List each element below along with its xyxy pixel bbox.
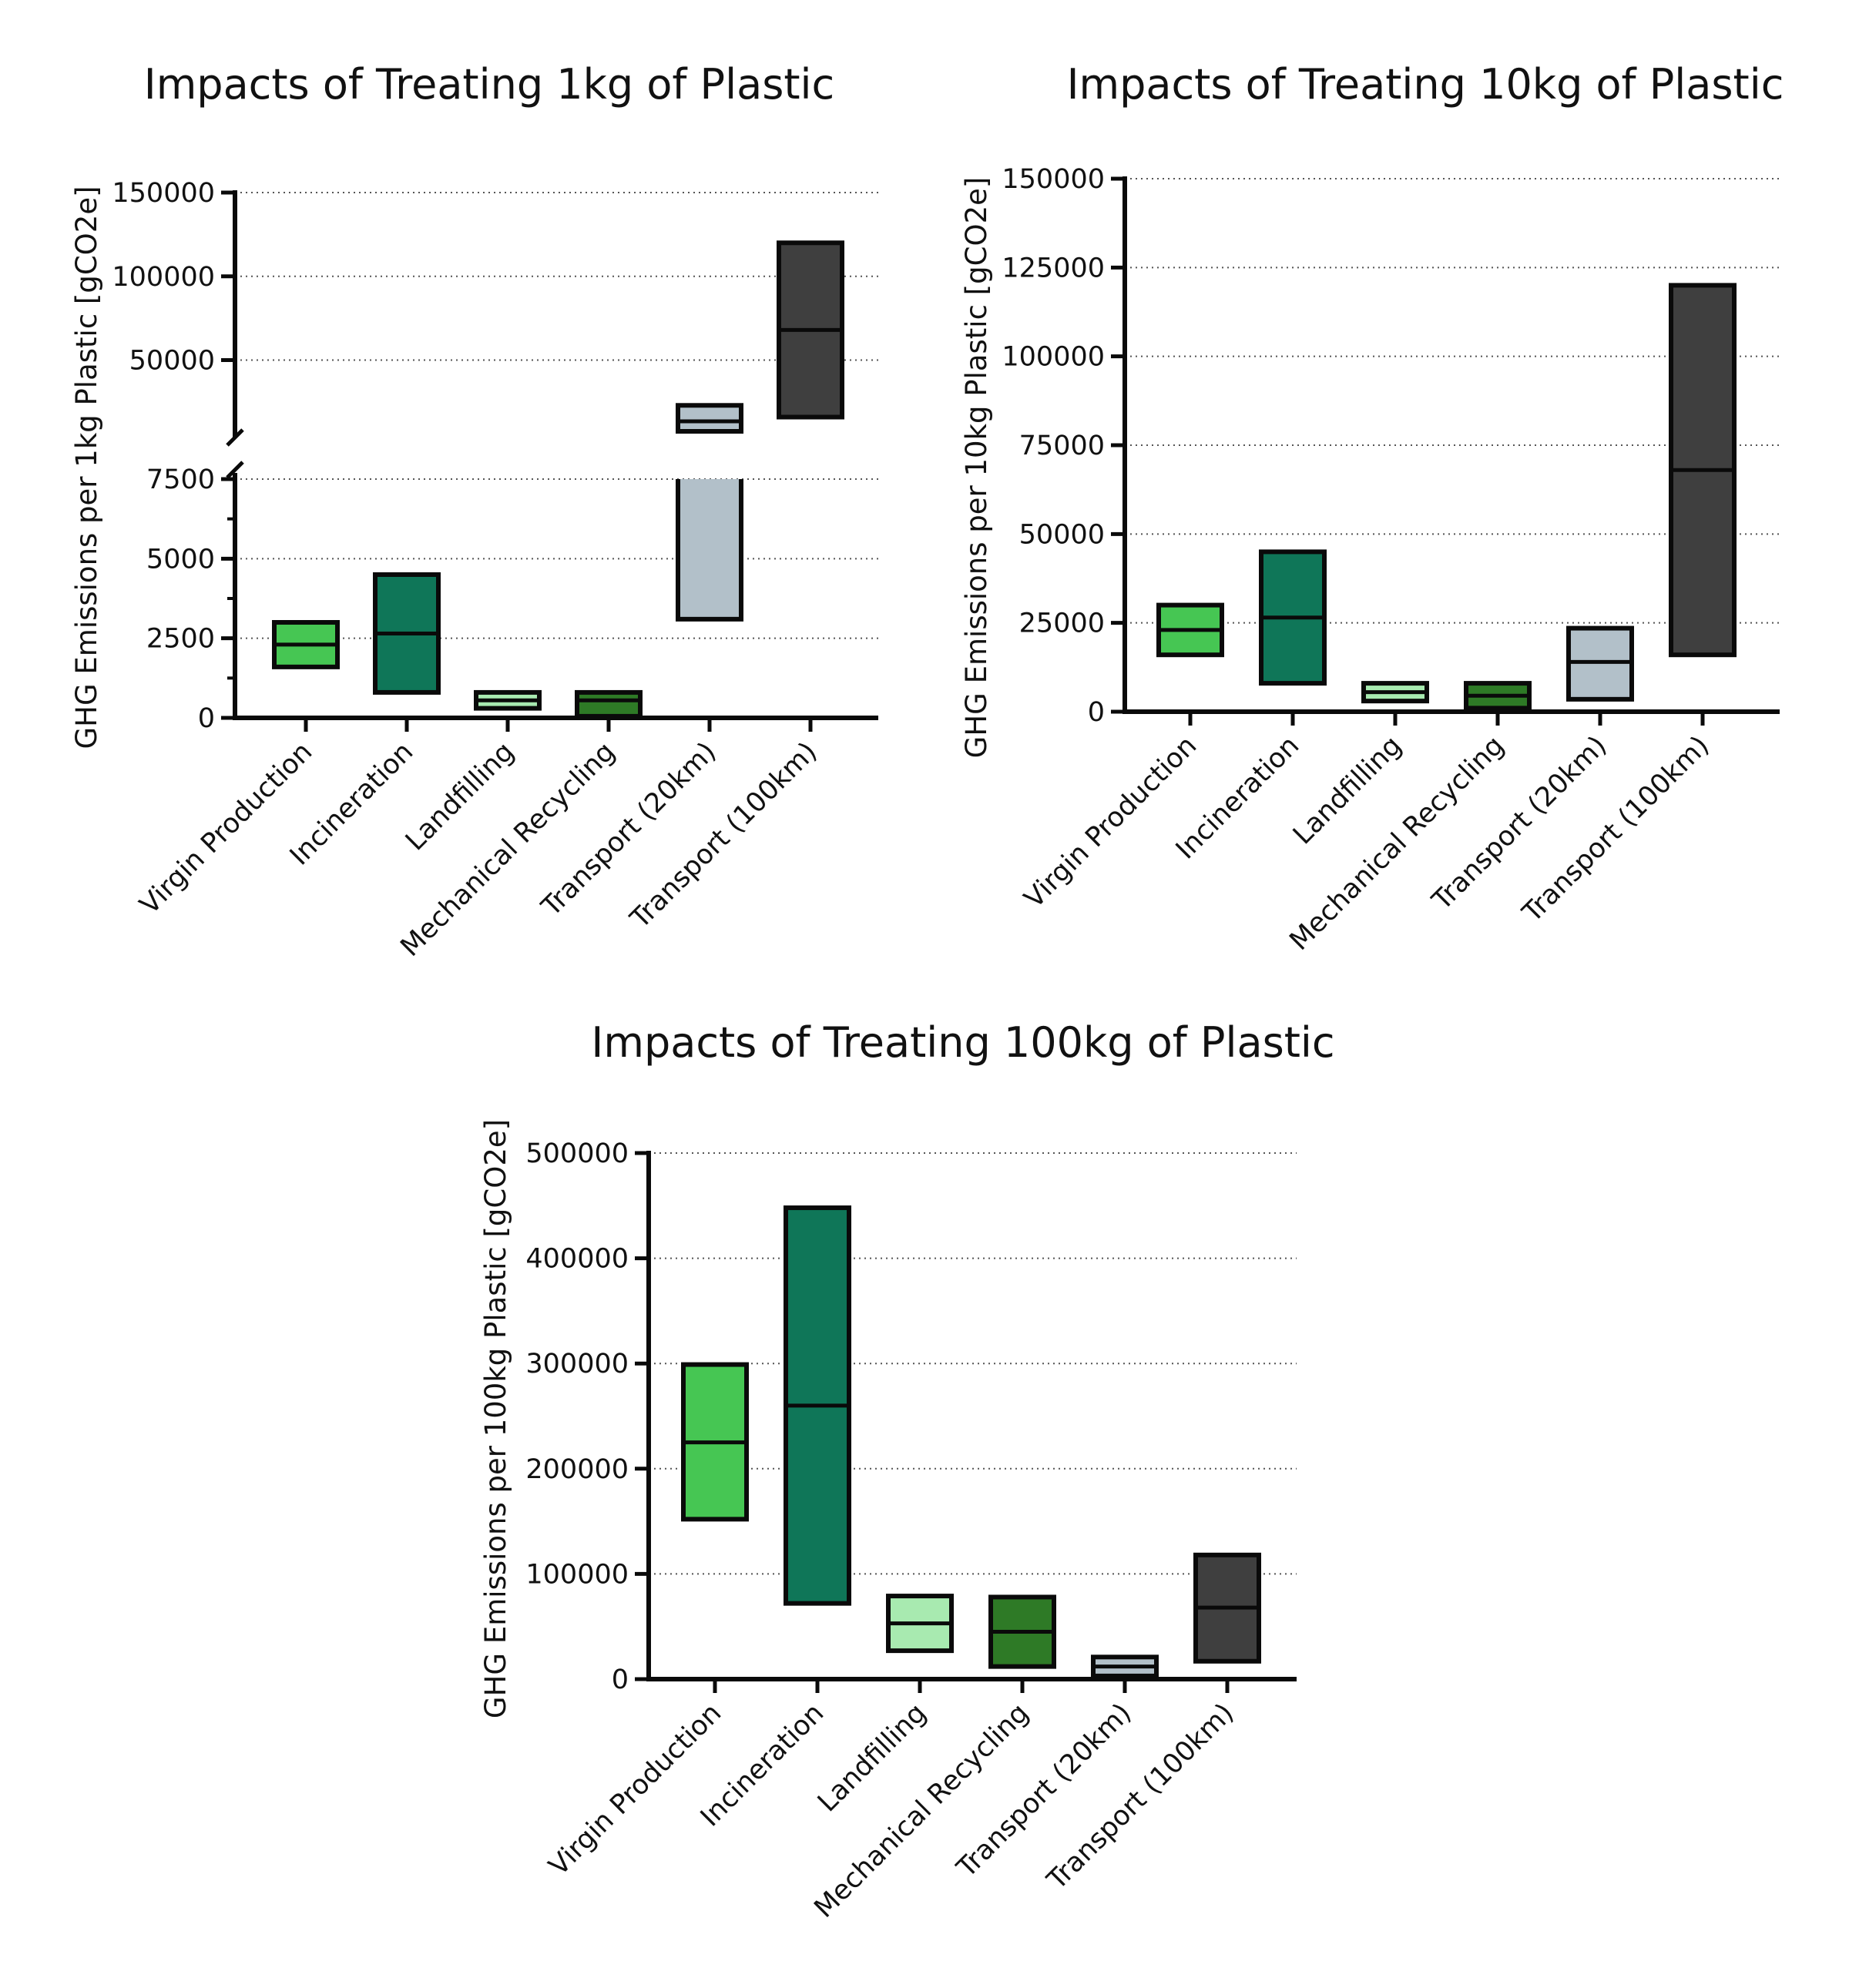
chart1-axis-break-mark xyxy=(226,461,244,479)
chart3-x-tick-label: Mechanical Recycling xyxy=(809,1698,1035,1924)
chart2-title: Impacts of Treating 10kg of Plastic xyxy=(1067,60,1784,109)
chart3-x-tick-label: Virgin Production xyxy=(543,1698,727,1882)
chart2-x-tick-label: Mechanical Recycling xyxy=(1284,730,1511,957)
chart2-plot: 0 25000 50000 75000 100000 125000 150000 Virgin… xyxy=(1002,164,1780,957)
chart2-y-tick-label: 50000 xyxy=(1019,519,1105,550)
chart1-y-tick-label: 5000 xyxy=(146,544,215,575)
chart3-y-tick-label: 300000 xyxy=(525,1349,629,1380)
chart2-y-tick-label: 0 xyxy=(1088,697,1105,728)
chart2-x-tick-label: Transport (20km) xyxy=(1426,730,1612,917)
chart1-y-tick-label: 2500 xyxy=(146,624,215,655)
chart3-x-tick-label: Transport (20km) xyxy=(951,1698,1137,1884)
chart1-y-tick-label: 100000 xyxy=(112,262,215,293)
chart1-title: Impacts of Treating 1kg of Plastic xyxy=(144,60,834,109)
chart3-y-tick-label: 500000 xyxy=(525,1138,629,1169)
chart3-y-axis-label: GHG Emissions per 100kg Plastic [gCO2e] xyxy=(479,1119,512,1718)
chart2-y-axis-label: GHG Emissions per 10kg Plastic [gCO2e] xyxy=(960,177,993,759)
chart2-y-tick-label: 150000 xyxy=(1002,164,1105,195)
chart1-y-tick-label: 0 xyxy=(198,703,215,734)
chart3-y-tick-label: 400000 xyxy=(525,1244,629,1275)
chart1-bar-transport-20km-lower-outline xyxy=(676,479,743,622)
chart1-y-tick-label: 50000 xyxy=(129,346,215,377)
chart1-bar-transport-20km-lower xyxy=(678,479,741,619)
chart3-x-tick-label: Transport (100km) xyxy=(1041,1698,1240,1896)
chart2-x-tick-label: Virgin Production xyxy=(1018,730,1203,914)
chart1-x-tick-label: Transport (20km) xyxy=(535,736,722,923)
chart3-y-tick-label: 0 xyxy=(612,1664,629,1695)
chart3-y-tick-label: 100000 xyxy=(525,1559,629,1590)
chart3-plot: 0 100000 200000 300000 400000 500000 Virgin Pr… xyxy=(525,1138,1297,1924)
chart2-y-tick-label: 25000 xyxy=(1019,608,1105,639)
chart1-y-axis-label: GHG Emissions per 1kg Plastic [gCO2e] xyxy=(70,186,103,749)
chart3-title: Impacts of Treating 100kg of Plastic xyxy=(591,1018,1334,1067)
chart3-y-tick-label: 200000 xyxy=(525,1454,629,1485)
chart1-x-tick-label: Transport (100km) xyxy=(624,736,823,935)
chart1-axis-break-mark xyxy=(226,428,244,447)
chart2-y-tick-label: 100000 xyxy=(1002,342,1105,373)
chart2-x-tick-label: Transport (100km) xyxy=(1516,730,1715,929)
chart2-y-tick-label: 75000 xyxy=(1019,431,1105,461)
chart1-bar-mechanical-recycling xyxy=(575,689,643,719)
chart1-plot: 0 2500 5000 7500 50000 100000 150000 Virgin Pro… xyxy=(112,178,878,963)
chart1-y-tick-label: 150000 xyxy=(112,178,215,209)
chart1-x-tick-label: Virgin Production xyxy=(134,736,318,920)
chart1-bar-transport-20km-upper xyxy=(676,403,743,434)
chart1-y-tick-label: 7500 xyxy=(146,464,215,495)
chart2-y-tick-label: 125000 xyxy=(1002,253,1105,283)
